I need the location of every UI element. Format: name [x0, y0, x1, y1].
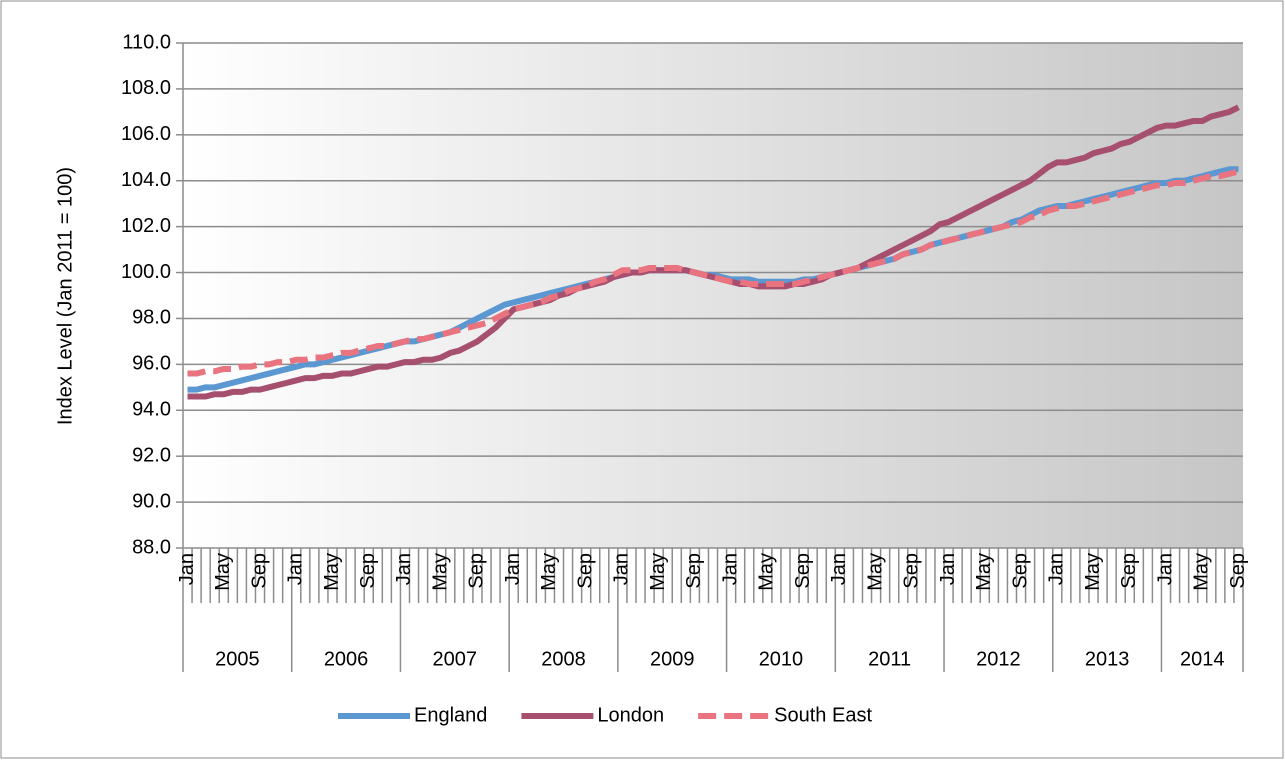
x-group-label: 2009 [650, 648, 695, 670]
y-tick-label: 90.0 [132, 490, 171, 512]
x-tick-label: Sep [1009, 553, 1031, 589]
x-tick-label: May [1082, 553, 1104, 591]
y-tick-label: 100.0 [121, 261, 171, 283]
x-tick-label: Sep [248, 553, 270, 589]
x-tick-label: Sep [1118, 553, 1140, 589]
x-tick-label: Sep [466, 553, 488, 589]
x-group-label: 2013 [1085, 648, 1130, 670]
legend-label: South East [774, 704, 872, 726]
x-tick-label: May [212, 553, 234, 591]
x-group-label: 2014 [1180, 648, 1225, 670]
x-tick-label: Sep [357, 553, 379, 589]
x-group-label: 2011 [868, 648, 911, 670]
x-tick-label: May [1191, 553, 1213, 591]
x-tick-label: May [647, 553, 669, 591]
x-tick-label: Jan [285, 553, 307, 585]
x-tick-label: Sep [683, 553, 705, 589]
x-tick-label: Jan [176, 553, 198, 585]
legend-label: London [597, 704, 664, 726]
x-tick-label: May [429, 553, 451, 591]
y-tick-label: 102.0 [121, 215, 171, 237]
legend-label: England [414, 704, 487, 726]
x-tick-label: Jan [828, 553, 850, 585]
y-tick-label: 108.0 [121, 77, 171, 99]
x-tick-label: May [973, 553, 995, 591]
y-tick-label: 110.0 [122, 31, 171, 53]
x-tick-label: Jan [719, 553, 741, 585]
x-tick-label: Jan [611, 553, 633, 585]
y-tick-label: 106.0 [121, 123, 171, 145]
x-tick-label: Jan [393, 553, 415, 585]
y-axis-title: Index Level (Jan 2011 = 100) [54, 167, 76, 425]
x-tick-label: Sep [901, 553, 923, 589]
x-group-label: 2006 [324, 648, 369, 670]
x-tick-label: May [756, 553, 778, 591]
x-tick-label: Jan [1046, 553, 1068, 585]
line-series [187, 104, 1240, 400]
x-tick-label: May [321, 553, 343, 591]
y-tick-label: 98.0 [132, 307, 171, 329]
plot-area [183, 43, 1243, 548]
x-group-label: 2010 [759, 648, 804, 670]
y-tick-label: 96.0 [132, 353, 171, 375]
x-tick-label: Jan [502, 553, 524, 585]
x-group-label: 2005 [215, 648, 260, 670]
x-tick-label: Sep [792, 553, 814, 589]
y-tick-label: 104.0 [121, 169, 171, 191]
x-tick-label: May [538, 553, 560, 591]
y-tick-label: 92.0 [132, 444, 171, 466]
x-tick-label: Sep [1227, 553, 1249, 589]
x-group-label: 2007 [433, 648, 478, 670]
x-group-label: 2012 [976, 648, 1021, 670]
x-tick-label: Jan [937, 553, 959, 585]
y-tick-label: 94.0 [132, 399, 171, 421]
x-tick-label: May [864, 553, 886, 591]
x-group-label: 2008 [541, 648, 586, 670]
x-tick-label: Sep [574, 553, 596, 589]
y-tick-label: 88.0 [132, 536, 171, 558]
x-tick-label: Jan [1154, 553, 1176, 585]
